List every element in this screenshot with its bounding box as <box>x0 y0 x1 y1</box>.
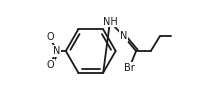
Text: Br: Br <box>124 63 135 73</box>
Text: N: N <box>120 31 127 41</box>
Text: NH: NH <box>103 17 117 27</box>
Text: O: O <box>46 32 54 42</box>
Text: O: O <box>46 60 54 70</box>
Text: N: N <box>53 46 60 56</box>
